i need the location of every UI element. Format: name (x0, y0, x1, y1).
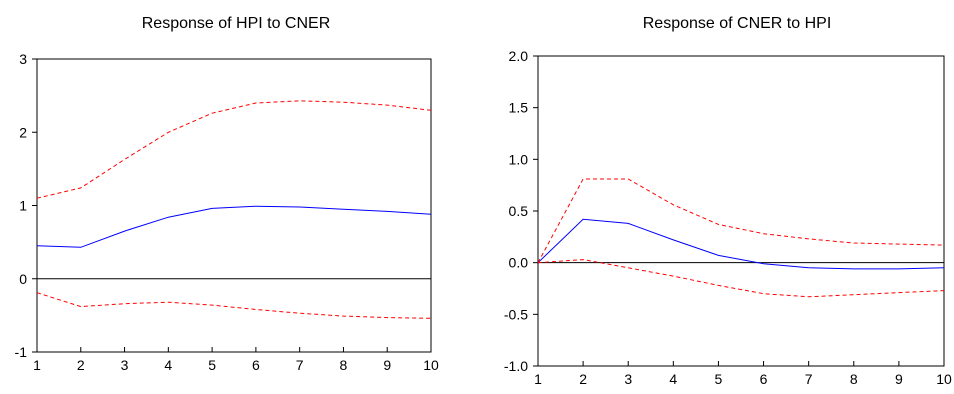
plot-frame (537, 55, 945, 367)
y-tick-label: -0.5 (504, 306, 528, 322)
chart-response-hpi-to-cner: Response of HPI to CNER -1 0 1 2 3 1 2 3 4 5 6 7 8 9 1… (15, 15, 439, 373)
x-tick-label: 4 (164, 357, 172, 373)
x-tick-label: 3 (624, 371, 632, 387)
x-tick-label: 3 (121, 357, 129, 373)
y-tick-label: 0 (19, 271, 27, 287)
upper-band-line (36, 100, 432, 199)
y-tick-label: -1 (15, 344, 28, 360)
y-tick-label: 0.0 (509, 255, 529, 271)
y-tick-label: 0.5 (509, 203, 529, 219)
x-tick-label: 9 (383, 357, 391, 373)
plot-frame (36, 58, 432, 353)
response-line (537, 218, 945, 270)
lower-band-line (537, 259, 945, 298)
y-tick-label: 2 (19, 124, 27, 140)
x-tick-label: 5 (715, 371, 723, 387)
x-tick-label: 2 (579, 371, 587, 387)
x-tick-label: 9 (895, 371, 903, 387)
x-tick-label: 8 (340, 357, 348, 373)
lower-band-line (36, 292, 432, 319)
upper-band-line (537, 178, 945, 263)
x-tick-label: 10 (936, 371, 952, 387)
y-tick-label: 1 (19, 198, 27, 214)
chart-title: Response of CNER to HPI (643, 15, 832, 32)
x-tick-label: 7 (805, 371, 813, 387)
x-tick-label: 4 (669, 371, 677, 387)
x-tick-label: 1 (33, 357, 41, 373)
x-tick-label: 6 (760, 371, 768, 387)
chart-title: Response of HPI to CNER (142, 15, 331, 32)
y-tick-label: 1.5 (509, 100, 529, 116)
y-tick-label: 3 (19, 51, 27, 67)
x-tick-label: 5 (208, 357, 216, 373)
x-tick-label: 1 (534, 371, 542, 387)
y-tick-label: 2.0 (509, 48, 529, 64)
response-line (36, 205, 432, 248)
x-tick-label: 2 (77, 357, 85, 373)
y-tick-label: -1.0 (504, 358, 528, 374)
x-tick-label: 6 (252, 357, 260, 373)
x-tick-label: 8 (850, 371, 858, 387)
chart-response-cner-to-hpi: Response of CNER to HPI -1.0 -0.5 0.0 0.5 1.… (504, 15, 952, 387)
x-tick-label: 10 (423, 357, 439, 373)
x-tick-label: 7 (296, 357, 304, 373)
y-tick-label: 1.0 (509, 151, 529, 167)
